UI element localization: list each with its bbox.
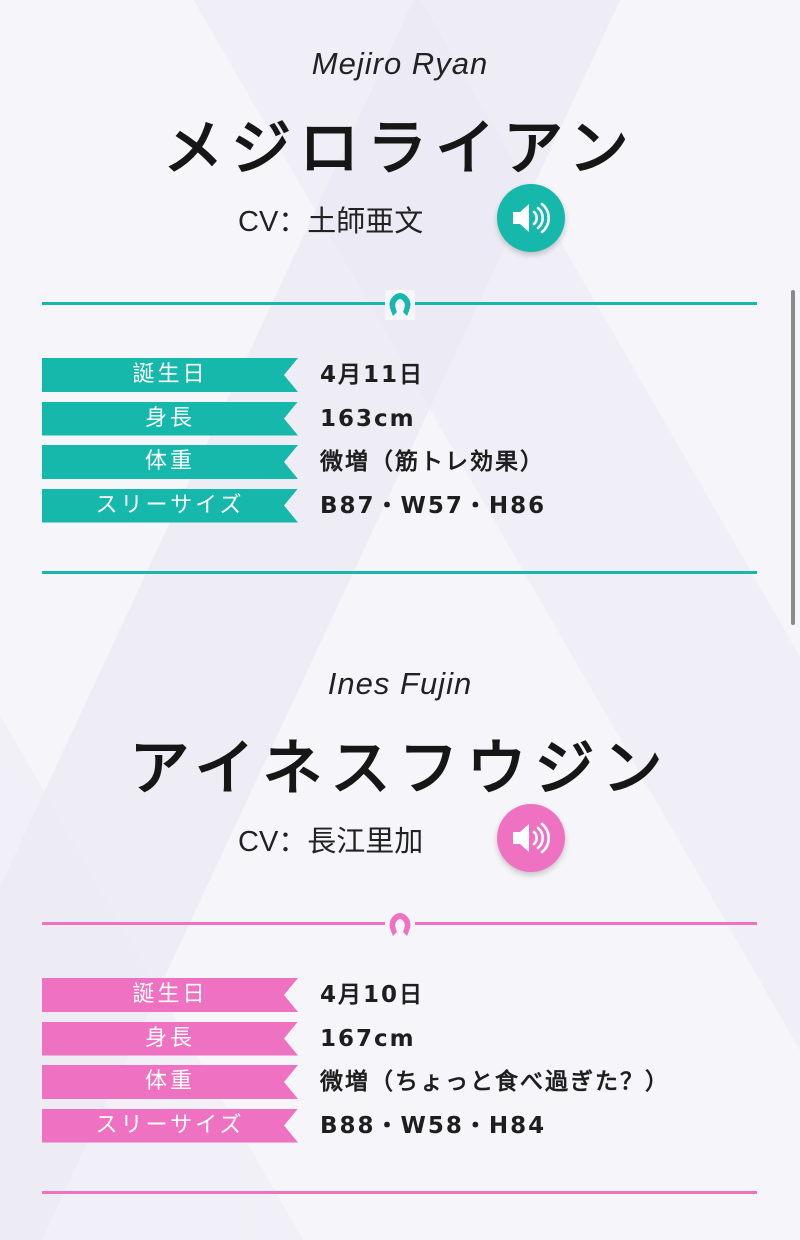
cv-label: CV： bbox=[238, 826, 308, 858]
profile-label: 体重 bbox=[144, 449, 195, 474]
name-japanese: アイネスフウジン bbox=[129, 734, 671, 804]
profile-row-three-sizes: スリーサイズ B88・W58・H84 bbox=[42, 1109, 742, 1143]
scrollbar[interactable] bbox=[791, 290, 795, 625]
profile-label-tag: 体重 bbox=[42, 1065, 298, 1099]
horseshoe-icon bbox=[385, 910, 415, 940]
character-profile: Mejiro Ryan メジロライアン CV：土師亜文 誕生日 4月11日身長 16… bbox=[42, 46, 757, 574]
profile-row-weight: 体重 微増（筋トレ効果） bbox=[42, 445, 742, 479]
profile-value: 163cm bbox=[320, 405, 416, 432]
name-japanese: メジロライアン bbox=[163, 114, 637, 184]
profile-row-birthday: 誕生日 4月10日 bbox=[42, 978, 742, 1012]
bottom-line bbox=[42, 571, 757, 574]
voice-actor: CV：土師亜文 bbox=[238, 198, 423, 240]
profile-value: 微増（ちょっと食べ過ぎた？） bbox=[320, 1069, 670, 1095]
horseshoe-icon bbox=[385, 290, 415, 320]
profile-label: 身長 bbox=[144, 405, 195, 431]
profile-table: 誕生日 4月10日身長 167cm 体重 微増（ちょっと食べ過ぎた？） スリーサイズ B88… bbox=[42, 978, 742, 1152]
profile-value: 167cm bbox=[320, 1025, 416, 1052]
name-english: Ines Fujin bbox=[327, 666, 473, 701]
profile-label: スリーサイズ bbox=[95, 492, 245, 518]
profile-label: 誕生日 bbox=[132, 982, 208, 1007]
profile-label-tag: 誕生日 bbox=[42, 978, 298, 1012]
bottom-line bbox=[42, 1191, 757, 1194]
cv-name: 土師亜文 bbox=[307, 204, 424, 238]
profile-table: 誕生日 4月11日身長 163cm 体重 微増（筋トレ効果） スリーサイズ B87・W57・… bbox=[42, 358, 742, 532]
play-voice-button[interactable] bbox=[497, 804, 565, 872]
profile-value: B87・W57・H86 bbox=[320, 492, 547, 519]
name-english: Mejiro Ryan bbox=[311, 46, 489, 81]
profile-label: 身長 bbox=[144, 1025, 195, 1051]
profile-label-tag: 身長 bbox=[42, 402, 298, 436]
profile-label-tag: 誕生日 bbox=[42, 358, 298, 392]
profile-label: 体重 bbox=[144, 1069, 195, 1094]
profile-row-height: 身長 163cm bbox=[42, 402, 742, 436]
profile-value: B88・W58・H84 bbox=[320, 1112, 547, 1139]
profile-label-tag: スリーサイズ bbox=[42, 489, 298, 523]
profile-row-height: 身長 167cm bbox=[42, 1022, 742, 1056]
profile-value: 微増（筋トレ効果） bbox=[320, 449, 545, 475]
profile-label-tag: 体重 bbox=[42, 445, 298, 479]
voice-actor: CV：長江里加 bbox=[238, 818, 423, 860]
cv-label: CV： bbox=[238, 206, 308, 238]
speaker-icon bbox=[513, 202, 550, 234]
profile-row-three-sizes: スリーサイズ B87・W57・H86 bbox=[42, 489, 742, 523]
profile-value: 4月10日 bbox=[320, 982, 425, 1008]
profile-label: 誕生日 bbox=[132, 362, 208, 387]
profile-row-birthday: 誕生日 4月11日 bbox=[42, 358, 742, 392]
profile-label: スリーサイズ bbox=[95, 1112, 245, 1138]
profile-row-weight: 体重 微増（ちょっと食べ過ぎた？） bbox=[42, 1065, 742, 1099]
speaker-icon bbox=[513, 822, 550, 854]
profile-label-tag: 身長 bbox=[42, 1022, 298, 1056]
play-voice-button[interactable] bbox=[497, 184, 565, 252]
character-profile: Ines Fujin アイネスフウジン CV：長江里加 誕生日 4月10日身長 16… bbox=[0, 620, 800, 1240]
profile-label-tag: スリーサイズ bbox=[42, 1109, 298, 1143]
cv-name: 長江里加 bbox=[307, 824, 424, 858]
profile-value: 4月11日 bbox=[320, 362, 425, 388]
